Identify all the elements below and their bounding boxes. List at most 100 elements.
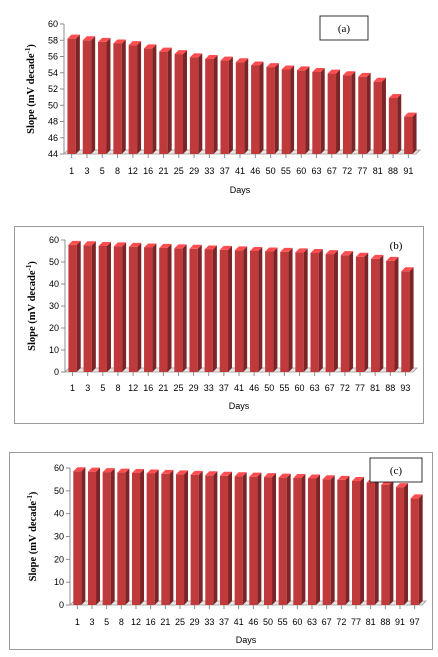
bar-side xyxy=(273,247,278,372)
x-tick-label: 60 xyxy=(296,166,306,176)
bar-top xyxy=(373,77,386,82)
bar-top xyxy=(204,245,217,250)
bar-top xyxy=(310,248,323,253)
bar xyxy=(219,471,233,605)
chart-c-svg: 0 10 20 30 40 50 60 1 3 5 8 12 16 21 25 29 33 37 41 46 50 55 6… xyxy=(26,457,427,645)
x-tick-label: 5 xyxy=(100,383,105,393)
x-tick-label: 50 xyxy=(264,383,274,393)
bar-front xyxy=(98,245,107,372)
bar-side xyxy=(122,242,127,372)
bar xyxy=(82,36,96,154)
y-tick-label: 10 xyxy=(49,345,59,355)
bar-front xyxy=(310,252,319,372)
bar xyxy=(67,34,80,154)
bar-front xyxy=(337,479,346,605)
bar-side xyxy=(167,243,172,372)
x-tick-label: 72 xyxy=(342,166,352,176)
y-tick-label: 30 xyxy=(54,532,64,542)
y-tick-label: 50 xyxy=(54,486,64,496)
bar-front xyxy=(325,254,334,372)
bar-top xyxy=(342,71,356,76)
bar-side xyxy=(140,469,145,605)
y-tick-label: 58 xyxy=(48,35,58,45)
bar xyxy=(73,467,86,605)
bar xyxy=(358,72,371,154)
y-tick-label: 0 xyxy=(54,367,59,377)
x-tick-label: 16 xyxy=(143,383,153,393)
bar-front xyxy=(87,471,97,605)
bar-side xyxy=(213,471,218,605)
y-tick-label: 44 xyxy=(48,149,58,159)
x-axis-title: Days xyxy=(229,401,250,411)
x-tick-label: 81 xyxy=(370,383,380,393)
bar-top xyxy=(161,469,174,474)
bar xyxy=(234,246,248,372)
bar xyxy=(251,61,264,154)
x-tick-label: 72 xyxy=(336,617,346,627)
bar-side xyxy=(258,247,263,372)
bar-side xyxy=(330,475,335,605)
bar-side xyxy=(152,44,157,154)
y-tick-label: 48 xyxy=(48,117,58,127)
bar-front xyxy=(143,48,153,154)
bar-top xyxy=(401,267,414,272)
bar-front xyxy=(234,250,244,372)
y-tick-label: 30 xyxy=(49,301,59,311)
bar-side xyxy=(404,483,409,605)
x-tick-label: 37 xyxy=(219,617,229,627)
bar-top xyxy=(67,34,80,39)
bar-front xyxy=(205,475,214,605)
bar xyxy=(295,248,308,372)
bar-front xyxy=(235,62,245,154)
x-tick-label: 5 xyxy=(100,166,105,176)
y-tick-label: 10 xyxy=(54,577,64,587)
bar-top xyxy=(404,112,417,117)
bar-front xyxy=(128,246,138,372)
bar xyxy=(404,112,417,154)
x-tick-label: 1 xyxy=(70,383,75,393)
x-tick-label: 67 xyxy=(327,166,337,176)
bar xyxy=(373,77,386,154)
bar-front xyxy=(342,75,352,154)
bar-front xyxy=(410,498,419,605)
bar-front xyxy=(67,38,76,154)
bar-top xyxy=(219,245,233,250)
bar-side xyxy=(197,244,202,372)
panel-label: (b) xyxy=(390,240,403,252)
bar-top xyxy=(73,467,86,472)
bar-top xyxy=(131,469,145,474)
bar-side xyxy=(333,250,338,372)
bar xyxy=(312,67,325,154)
bar-side xyxy=(345,475,350,605)
bar-front xyxy=(388,97,398,154)
bar-side xyxy=(137,242,142,372)
y-tick-label: 52 xyxy=(48,84,58,94)
bar xyxy=(388,93,402,154)
bar xyxy=(322,475,335,605)
bar-side xyxy=(412,112,417,154)
x-tick-label: 81 xyxy=(366,617,376,627)
bar-top xyxy=(278,473,291,478)
bar-side xyxy=(351,71,356,154)
bar-side xyxy=(366,72,371,154)
bar-front xyxy=(131,473,141,605)
y-tick-label: 60 xyxy=(48,19,58,29)
bar-top xyxy=(175,470,189,475)
x-tick-label: 21 xyxy=(160,617,170,627)
bar xyxy=(189,53,203,154)
chart-panel-a: 44 46 48 50 52 54 56 58 60 1 3 5 8 12 16 21 25 29 33 37 41 46… xyxy=(14,2,424,202)
bar xyxy=(175,470,189,605)
y-tick-label: 60 xyxy=(54,463,64,473)
bar-side xyxy=(91,36,96,154)
y-tick-label: 54 xyxy=(48,68,58,78)
x-axis-title: Days xyxy=(230,185,251,195)
bar-side xyxy=(243,246,248,372)
bar xyxy=(117,468,130,605)
bar-front xyxy=(249,476,258,605)
x-tick-label: 88 xyxy=(385,383,395,393)
bar-front xyxy=(263,477,273,605)
x-tick-label: 5 xyxy=(104,617,109,627)
bar xyxy=(401,267,414,372)
chart-b-svg: 0 10 20 30 40 50 60 1 3 5 8 12 16 21 25 29 33 37 41 46 50 55 6… xyxy=(25,235,418,411)
bar-side xyxy=(320,67,325,154)
